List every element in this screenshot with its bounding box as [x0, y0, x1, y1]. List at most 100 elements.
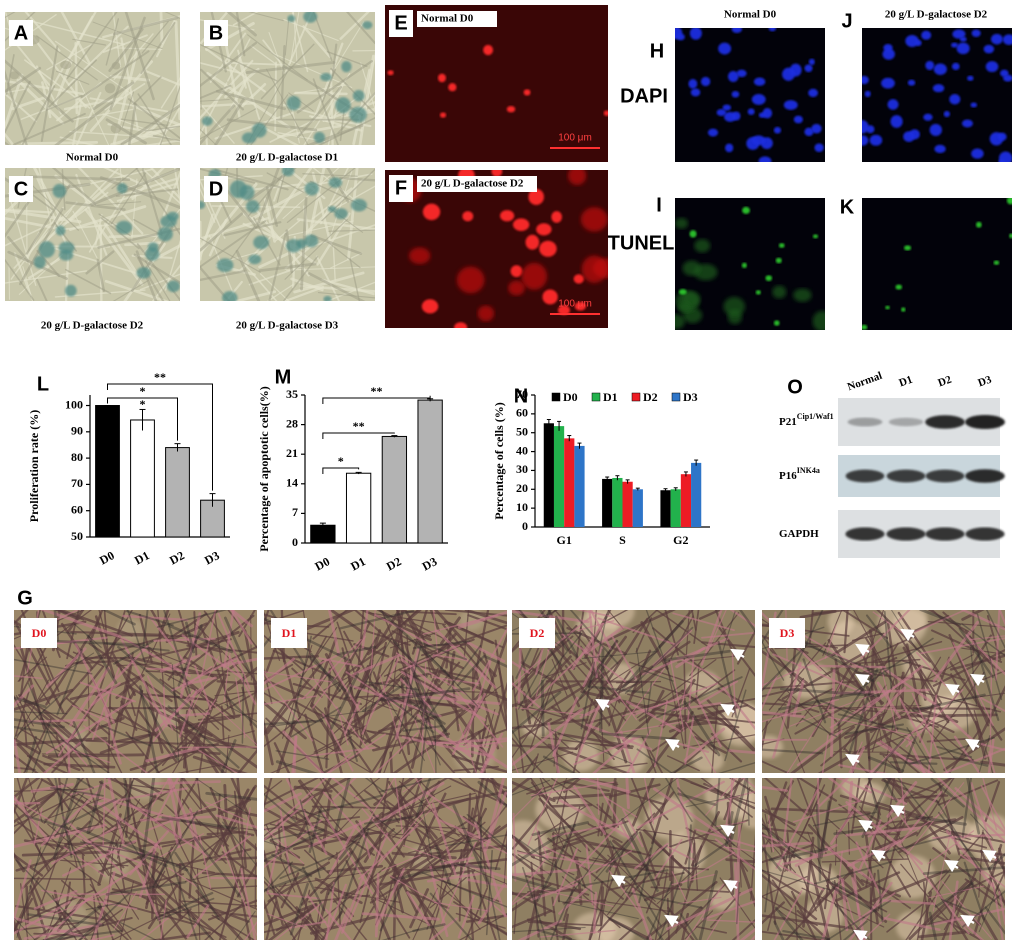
cell — [742, 263, 747, 268]
row-name: GAPDH — [779, 528, 819, 540]
cell — [116, 221, 132, 234]
cell — [934, 145, 945, 153]
cell — [387, 70, 393, 75]
cell — [732, 91, 740, 98]
cell — [682, 261, 700, 276]
bar — [681, 474, 691, 527]
significance-label: ** — [154, 370, 166, 384]
panel-letter: M — [275, 366, 292, 388]
cell — [508, 281, 525, 296]
cell — [895, 285, 902, 290]
cell — [921, 31, 931, 40]
bar — [382, 436, 406, 543]
cell — [763, 108, 773, 118]
column-label: Normal D0 — [724, 9, 777, 21]
panel-caption: 20 g/L D-galactose D2 — [421, 178, 524, 190]
y-tick-label: 0 — [522, 519, 528, 533]
panel-letter: B — [209, 22, 223, 44]
cell — [1003, 34, 1015, 45]
cell — [991, 34, 1003, 45]
lane-label: D3 — [976, 373, 993, 389]
image-content — [0, 746, 299, 945]
day-label: D1 — [282, 626, 297, 640]
cell — [225, 785, 227, 817]
image — [0, 138, 218, 329]
cell — [694, 239, 710, 252]
significance-label: * — [140, 397, 146, 411]
legend-swatch — [672, 393, 680, 401]
cell — [604, 110, 610, 116]
cell — [551, 211, 562, 223]
x-tick-label: D0 — [97, 548, 117, 567]
cell — [701, 77, 710, 86]
cell — [351, 199, 367, 212]
image — [163, 0, 397, 173]
legend-label: D0 — [563, 390, 578, 404]
y-tick-label: 21 — [286, 446, 298, 460]
image — [0, 571, 295, 810]
cell — [679, 289, 687, 295]
cell — [748, 108, 755, 115]
cell — [483, 45, 493, 55]
cell — [930, 124, 942, 136]
cell — [376, 874, 378, 936]
cell — [478, 306, 494, 322]
image-content — [855, 28, 1015, 165]
row-label: P21Cip1/Waf1 — [779, 412, 834, 428]
cell — [962, 119, 973, 127]
cell — [511, 265, 523, 277]
cell — [507, 106, 515, 112]
cell — [303, 11, 317, 23]
cell — [167, 280, 180, 292]
cell — [814, 143, 823, 152]
cell — [855, 120, 868, 134]
cell — [112, 62, 121, 70]
cell — [341, 61, 351, 72]
day-label: D2 — [530, 626, 545, 640]
cell — [960, 37, 967, 42]
bar — [166, 448, 190, 537]
cell — [723, 297, 745, 316]
row-label: DAPI — [620, 85, 668, 107]
significance-label: ** — [353, 419, 365, 433]
image — [717, 577, 1020, 807]
cell — [253, 236, 269, 250]
y-tick-label: 7 — [292, 505, 298, 519]
cell — [882, 49, 894, 60]
day-label: D3 — [780, 626, 795, 640]
cell — [888, 99, 899, 110]
cell — [765, 275, 772, 281]
y-tick-label: 50 — [516, 424, 528, 438]
image-content — [163, 0, 397, 173]
cell — [811, 124, 821, 134]
cell — [76, 43, 77, 113]
cell — [323, 296, 331, 302]
significance-label: ** — [371, 384, 383, 398]
cell — [1009, 234, 1014, 239]
cell — [542, 289, 557, 304]
x-tick-label: D3 — [420, 554, 440, 573]
cell — [457, 267, 485, 294]
cell — [819, 666, 885, 667]
y-tick-label: 10 — [516, 500, 528, 514]
cell — [39, 241, 55, 258]
cell — [870, 135, 883, 146]
image-content — [669, 25, 825, 166]
cell — [998, 133, 1007, 141]
cell — [539, 241, 556, 257]
cell — [34, 256, 46, 269]
y-tick-label: 70 — [71, 476, 83, 490]
cell — [756, 290, 761, 294]
y-axis-label: Proliferation rate (%) — [27, 410, 41, 522]
cell — [53, 184, 67, 198]
cell — [678, 302, 691, 313]
cell — [752, 94, 766, 105]
cell — [217, 258, 234, 272]
cell — [521, 263, 547, 290]
cell — [1000, 70, 1009, 77]
cell — [297, 239, 307, 249]
cell — [774, 320, 780, 326]
panel-caption: 20 g/L D-galactose D3 — [236, 320, 339, 332]
bar — [131, 420, 155, 537]
cell — [676, 34, 685, 41]
